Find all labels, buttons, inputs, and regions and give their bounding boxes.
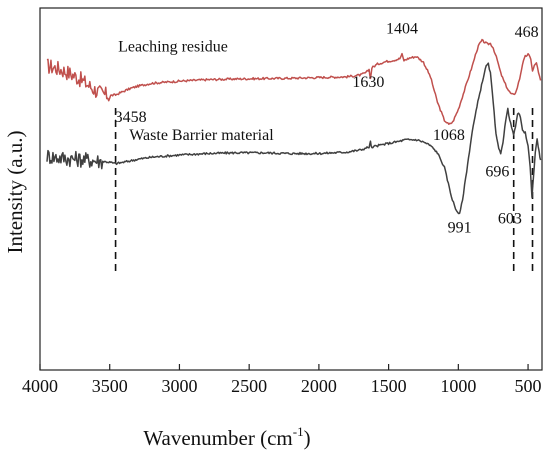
peak-label: 603 bbox=[498, 210, 522, 227]
x-tick-label: 2000 bbox=[301, 376, 337, 396]
x-tick-label: 4000 bbox=[22, 376, 58, 396]
plot-frame bbox=[39, 7, 543, 371]
series-labels: Leaching residue Waste Barrier material bbox=[118, 38, 274, 144]
peak-label: 991 bbox=[448, 219, 472, 236]
x-axis-title: Wavenumber (cm-1) bbox=[143, 424, 310, 450]
x-tick-label: 1500 bbox=[371, 376, 407, 396]
series-label: Leaching residue bbox=[118, 38, 228, 55]
series-label: Waste Barrier material bbox=[129, 127, 274, 144]
series-line bbox=[46, 62, 542, 215]
y-axis-title: Intensity (a.u.) bbox=[3, 130, 27, 253]
peak-label: 3458 bbox=[115, 109, 147, 126]
x-axis-ticks: 4000 3500 3000 2500 2000 1500 1000 500 bbox=[22, 364, 542, 396]
x-tick-label: 3000 bbox=[161, 376, 197, 396]
peak-label: 1068 bbox=[433, 127, 465, 144]
x-tick-label: 1000 bbox=[440, 376, 476, 396]
peak-label: 1404 bbox=[386, 20, 418, 37]
peak-label: 696 bbox=[485, 163, 509, 180]
peak-annotations: 3458 1630 1404 1068 468 991 696 603 bbox=[115, 20, 539, 236]
plot-border bbox=[39, 7, 543, 371]
peak-label: 468 bbox=[515, 24, 539, 41]
series-line bbox=[46, 38, 542, 126]
x-tick-label: 3500 bbox=[92, 376, 128, 396]
x-tick-label: 2500 bbox=[231, 376, 267, 396]
peak-label: 1630 bbox=[352, 74, 384, 91]
series-lines bbox=[46, 38, 542, 215]
x-tick-label: 500 bbox=[515, 376, 542, 396]
